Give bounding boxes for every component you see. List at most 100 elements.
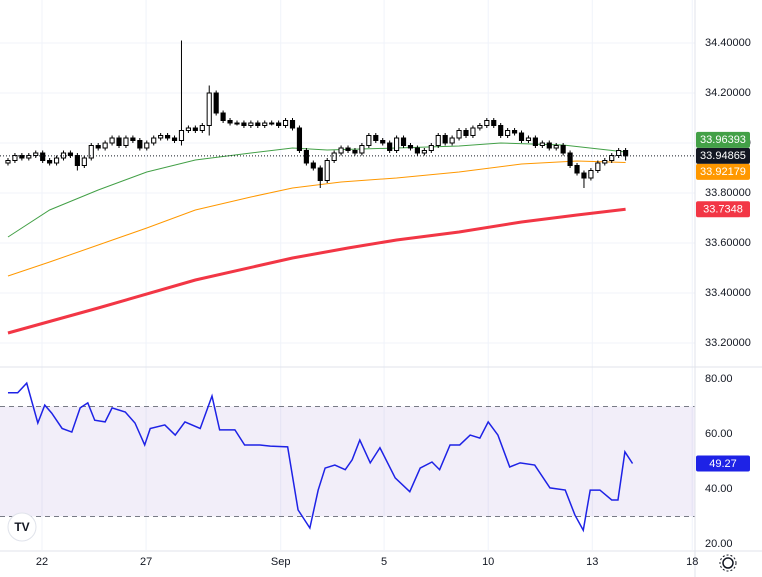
candle-body [581,172,587,179]
candle-body [282,120,289,126]
candle-body [12,155,18,161]
candle-body [151,137,157,144]
price-badge [696,147,750,164]
y-tick-label: 40.00 [705,483,733,495]
candle-body [623,150,629,157]
candle-body [345,147,351,151]
candle-body [546,142,552,149]
candle-body [199,125,205,131]
candle-body [206,92,212,126]
candle-body [449,137,455,144]
price-badge-label: 33.7348 [703,204,743,216]
candle-body [26,155,32,159]
candle-body [81,157,87,166]
candle-body [456,130,462,139]
candle-body [213,92,219,114]
y-tick-label: 33.40000 [705,287,751,299]
candle-body [602,160,608,164]
candle-body [255,122,261,126]
candle-body [352,150,358,154]
candle-body [220,112,226,121]
x-tick-label: 10 [482,556,494,568]
candle-body [95,145,101,149]
x-tick-label: Sep [271,556,291,568]
plot-layer [0,0,695,550]
candle-body [123,137,129,146]
y-tick-label: 33.20000 [705,337,751,349]
y-tick-label: 20.00 [705,538,733,550]
candle-body [400,137,407,146]
indicator-line [7,160,626,277]
y-tick-label: 60.00 [705,428,733,440]
candle-body [296,127,303,151]
y-tick-label: 34.20000 [705,87,751,99]
candle-body [241,122,247,126]
x-tick-label: 27 [140,556,152,568]
settings-icon[interactable] [719,554,737,572]
candle-body [116,137,122,146]
candle-body [567,152,573,166]
x-tick-label: 18 [686,556,698,568]
candle-body [192,127,198,131]
x-tick-label: 22 [36,556,48,568]
candle-body [171,137,178,141]
candle-body [588,170,594,179]
candle-body [338,147,344,154]
candle-body [609,155,615,161]
x-tick-label: 13 [586,556,598,568]
candle-body [595,162,601,171]
candle-body [442,135,448,144]
candle-body [491,120,497,126]
candle-body [262,122,268,126]
candle-body [130,137,136,141]
candle-body [414,147,420,154]
candle-body [518,132,525,141]
candle-body [33,152,39,156]
candle-body [498,125,504,136]
candle-body [532,137,538,146]
price-badge-label: 33.92179 [700,166,746,178]
candle-body [470,127,476,136]
candle-body [269,122,275,125]
indicator-line [7,381,634,533]
candle-body [380,140,386,144]
y-tick-label: 34.40000 [705,37,751,49]
price-badge-label: 49.27 [709,458,737,470]
candle-body [373,135,379,141]
candle-body [40,152,46,161]
candle-body [178,130,185,141]
candle-body [276,122,282,126]
candle-body [463,130,469,136]
candle-body [511,130,518,134]
candle-body [165,135,171,139]
indicator-line [7,207,626,335]
price-badge [696,163,750,180]
candle-body [289,120,296,129]
candle-body [560,145,566,154]
candle-body [359,145,365,154]
candle-body [477,125,483,129]
candle-body [366,135,372,146]
candle-body [317,167,323,181]
candle-body [435,135,441,146]
candle-body [137,140,143,149]
tv-logo: TV [7,512,37,542]
candle-body [505,130,511,136]
candle-body [324,160,330,181]
price-badge-label: 33.96393 [700,134,746,146]
candle-body [331,152,337,161]
price-badge-label: 33.94865 [700,150,746,162]
rsi-band [0,406,695,517]
candle-body [227,120,233,124]
candle-body [158,135,164,139]
candle-body [616,150,622,156]
x-tick-label: 5 [381,556,387,568]
candle-body [394,137,400,151]
indicator-line [7,142,626,238]
candle-body [248,122,254,126]
y-tick-label: 33.60000 [705,237,751,249]
candle-body [234,122,240,125]
candle-body [428,145,434,151]
candle-body [88,145,94,159]
